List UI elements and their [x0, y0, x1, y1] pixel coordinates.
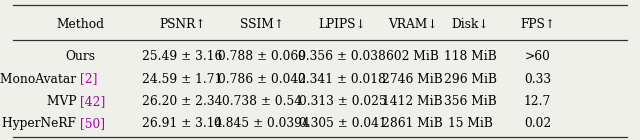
Text: 0.02: 0.02 — [524, 117, 551, 130]
Text: 0.341 ± 0.018: 0.341 ± 0.018 — [298, 73, 387, 86]
Text: Method: Method — [56, 18, 104, 31]
Text: FPS↑: FPS↑ — [520, 18, 555, 31]
Text: 0.788 ± 0.069: 0.788 ± 0.069 — [218, 50, 307, 63]
Text: 26.20 ± 2.34: 26.20 ± 2.34 — [142, 95, 223, 108]
Text: 12.7: 12.7 — [524, 95, 551, 108]
Text: MonoAvatar: MonoAvatar — [0, 73, 80, 86]
Text: Disk↓: Disk↓ — [452, 18, 489, 31]
Text: 1412 MiB: 1412 MiB — [383, 95, 443, 108]
Text: 118 MiB: 118 MiB — [444, 50, 497, 63]
Text: 0.305 ± 0.041: 0.305 ± 0.041 — [298, 117, 387, 130]
Text: [2]: [2] — [80, 73, 97, 86]
Text: 0.786 ± 0.042: 0.786 ± 0.042 — [218, 73, 307, 86]
Text: LPIPS↓: LPIPS↓ — [319, 18, 366, 31]
Text: 0.738 ± 0.54: 0.738 ± 0.54 — [222, 95, 303, 108]
Text: PSNR↑: PSNR↑ — [159, 18, 205, 31]
Text: 296 MiB: 296 MiB — [444, 73, 497, 86]
Text: [42]: [42] — [80, 95, 105, 108]
Text: >60: >60 — [525, 50, 550, 63]
Text: MVP: MVP — [47, 95, 80, 108]
Text: Ours: Ours — [65, 50, 95, 63]
Text: 24.59 ± 1.71: 24.59 ± 1.71 — [142, 73, 223, 86]
Text: 356 MiB: 356 MiB — [444, 95, 497, 108]
Text: 0.313 ± 0.025: 0.313 ± 0.025 — [298, 95, 387, 108]
Text: 0.33: 0.33 — [524, 73, 551, 86]
Text: VRAM↓: VRAM↓ — [388, 18, 438, 31]
Text: [50]: [50] — [80, 117, 105, 130]
Text: 2746 MiB: 2746 MiB — [383, 73, 443, 86]
Text: 25.49 ± 3.16: 25.49 ± 3.16 — [142, 50, 223, 63]
Text: 15 MiB: 15 MiB — [448, 117, 493, 130]
Text: SSIM↑: SSIM↑ — [241, 18, 284, 31]
Text: 602 MiB: 602 MiB — [387, 50, 439, 63]
Text: 26.91 ± 3.14: 26.91 ± 3.14 — [142, 117, 223, 130]
Text: 0.356 ± 0.038: 0.356 ± 0.038 — [298, 50, 387, 63]
Text: 0.845 ± 0.0394: 0.845 ± 0.0394 — [214, 117, 310, 130]
Text: 2861 MiB: 2861 MiB — [383, 117, 443, 130]
Text: HyperNeRF: HyperNeRF — [3, 117, 80, 130]
